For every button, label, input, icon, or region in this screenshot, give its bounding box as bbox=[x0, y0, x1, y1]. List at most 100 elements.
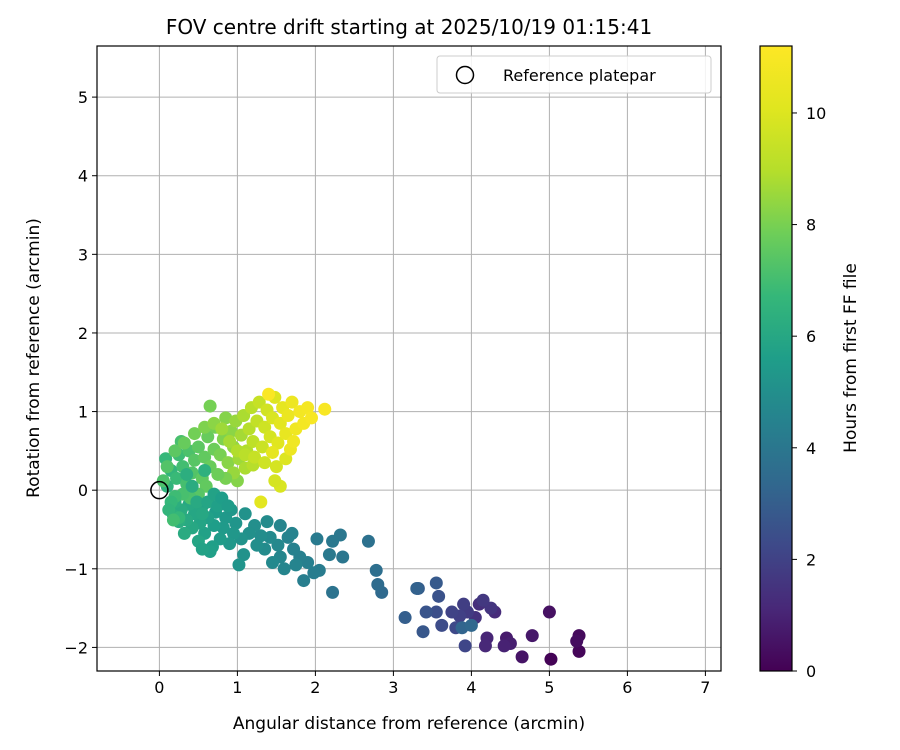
data-point bbox=[273, 519, 287, 533]
colorbar-tick-label: 10 bbox=[806, 104, 826, 123]
data-point bbox=[285, 526, 299, 540]
data-point bbox=[191, 440, 205, 454]
data-point bbox=[429, 576, 443, 590]
reference-platepar-marker bbox=[150, 480, 169, 500]
x-tick-label: 3 bbox=[388, 678, 398, 697]
data-point bbox=[188, 427, 201, 441]
data-point bbox=[287, 434, 301, 448]
y-tick-label: 0 bbox=[78, 481, 88, 500]
colorbar-tick-label: 8 bbox=[806, 216, 816, 235]
plot-frame bbox=[96, 45, 722, 672]
data-point bbox=[287, 542, 301, 556]
data-point bbox=[281, 408, 295, 422]
data-point bbox=[266, 445, 279, 459]
data-point bbox=[195, 542, 209, 556]
data-point bbox=[435, 618, 449, 632]
data-point bbox=[326, 534, 340, 548]
grid-lines bbox=[97, 46, 721, 671]
legend: Reference platepar bbox=[436, 55, 712, 94]
data-point bbox=[221, 499, 235, 513]
data-point bbox=[305, 411, 318, 425]
data-point bbox=[478, 639, 492, 653]
data-point bbox=[419, 605, 433, 619]
data-point bbox=[232, 558, 246, 572]
y-tick-label: 4 bbox=[78, 167, 88, 186]
x-axis: 0 1 2 3 4 5 6 7 bbox=[154, 671, 710, 697]
colorbar: 0 2 4 6 8 10 Hours from first FF file bbox=[759, 45, 861, 681]
data-point bbox=[185, 479, 199, 493]
data-point bbox=[336, 550, 350, 564]
data-point bbox=[410, 581, 424, 595]
data-point bbox=[229, 516, 243, 530]
data-point bbox=[255, 440, 269, 454]
data-point bbox=[198, 464, 212, 478]
data-point bbox=[445, 605, 459, 619]
data-point bbox=[457, 597, 471, 611]
y-tick-label: 1 bbox=[78, 403, 88, 422]
data-point bbox=[215, 422, 229, 436]
data-point bbox=[262, 387, 276, 401]
legend-label-reference: Reference platepar bbox=[503, 66, 656, 85]
data-point bbox=[476, 593, 490, 607]
y-tick-label: 3 bbox=[78, 245, 88, 264]
data-point bbox=[326, 585, 340, 599]
data-point bbox=[188, 453, 201, 467]
data-point bbox=[570, 634, 584, 648]
x-tick-label: 0 bbox=[154, 678, 164, 697]
colorbar-tick-label: 6 bbox=[806, 327, 816, 346]
data-point bbox=[190, 495, 204, 509]
data-point bbox=[260, 515, 274, 529]
data-point bbox=[170, 471, 184, 485]
data-point bbox=[160, 460, 174, 474]
x-axis-label: Angular distance from reference (arcmin) bbox=[233, 714, 585, 734]
x-tick-label: 2 bbox=[310, 678, 320, 697]
data-point bbox=[211, 467, 225, 481]
data-point bbox=[223, 434, 237, 448]
y-axis-label: Rotation from reference (arcmin) bbox=[24, 218, 44, 498]
data-point bbox=[322, 548, 336, 562]
data-point bbox=[168, 444, 182, 458]
data-point bbox=[307, 566, 321, 580]
data-point bbox=[258, 456, 272, 470]
data-point bbox=[301, 401, 315, 415]
y-tick-label: −1 bbox=[64, 560, 88, 579]
data-point bbox=[429, 605, 443, 619]
data-point bbox=[515, 650, 529, 664]
y-axis: −2 −1 0 1 2 3 4 5 bbox=[64, 88, 97, 657]
chart-title: FOV centre drift starting at 2025/10/19 … bbox=[166, 15, 652, 39]
y-tick-label: 2 bbox=[78, 324, 88, 343]
data-point bbox=[219, 411, 233, 425]
data-point bbox=[271, 436, 285, 450]
data-point bbox=[310, 532, 324, 546]
data-point bbox=[542, 605, 556, 619]
data-point bbox=[180, 467, 194, 481]
x-tick-label: 7 bbox=[700, 678, 710, 697]
data-point bbox=[371, 578, 385, 592]
data-point bbox=[277, 562, 291, 576]
data-point bbox=[250, 538, 264, 552]
y-tick-label: 5 bbox=[78, 88, 88, 107]
x-tick-label: 4 bbox=[466, 678, 476, 697]
legend-marker-icon bbox=[455, 65, 475, 85]
data-point bbox=[464, 618, 478, 632]
data-point bbox=[544, 652, 558, 666]
data-point bbox=[195, 507, 209, 521]
legend-box bbox=[436, 55, 712, 94]
colorbar-ticks: 0 2 4 6 8 10 bbox=[792, 104, 826, 681]
data-point bbox=[297, 574, 311, 588]
colorbar-frame bbox=[759, 45, 793, 672]
data-point bbox=[369, 563, 383, 577]
colorbar-tick-label: 2 bbox=[806, 550, 816, 569]
data-point bbox=[289, 558, 303, 572]
data-point bbox=[221, 456, 235, 470]
data-point bbox=[177, 526, 191, 540]
x-tick-label: 1 bbox=[232, 678, 242, 697]
y-tick-label: −2 bbox=[64, 638, 88, 657]
data-point bbox=[162, 503, 176, 517]
data-point bbox=[227, 526, 240, 540]
data-point bbox=[156, 474, 170, 488]
x-tick-label: 6 bbox=[622, 678, 632, 697]
data-point bbox=[318, 402, 332, 416]
data-point bbox=[203, 399, 217, 413]
